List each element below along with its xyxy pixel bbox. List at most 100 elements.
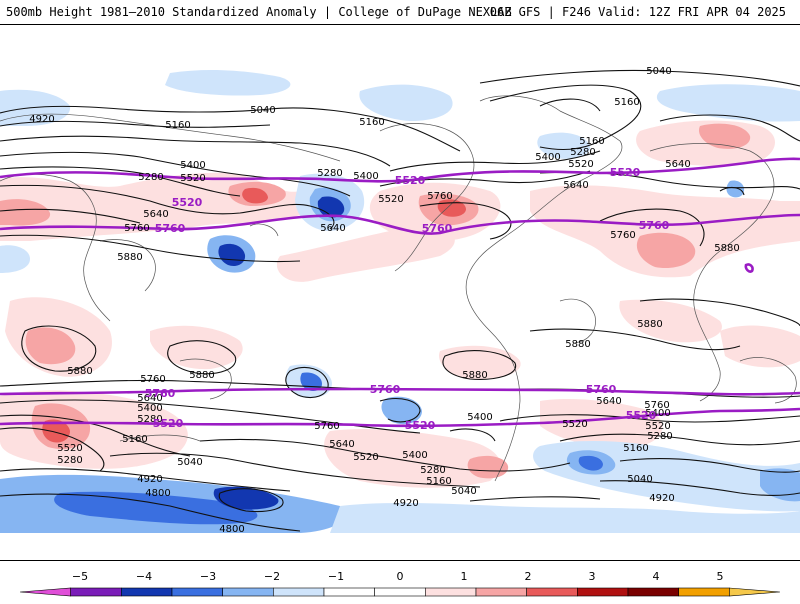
contour-label: 5760 (145, 387, 176, 400)
contour-label: 5400 (467, 412, 492, 423)
contour-label: 5400 (402, 450, 427, 461)
colorbar-segment (475, 587, 527, 597)
contour-label: 5400 (645, 408, 670, 419)
contour-label: 5040 (177, 457, 202, 468)
contour-label: 5400 (353, 171, 378, 182)
contour-label: 5640 (596, 396, 621, 407)
contour-label: 5880 (714, 243, 739, 254)
contour-label: 5280 (647, 431, 672, 442)
contour-label: 5400 (535, 152, 560, 163)
colorbar-segment (171, 587, 223, 597)
contour-label: 5640 (329, 439, 354, 450)
contour-label: 4920 (649, 493, 674, 504)
colorbar-tick-label: 0 (397, 570, 404, 583)
contour-label: 5040 (646, 66, 671, 77)
colorbar-tick-label: 4 (653, 570, 660, 583)
contour-label: 5520 (180, 173, 205, 184)
contour-label: 5640 (665, 159, 690, 170)
colorbar-tick-label: 5 (717, 570, 724, 583)
contour-label: 5280 (137, 414, 162, 425)
contour-label: 5520 (353, 452, 378, 463)
contour-label: 5280 (317, 168, 342, 179)
height-contours (0, 69, 800, 532)
contour-label: 5640 (320, 223, 345, 234)
contour-label: 5880 (189, 370, 214, 381)
contour-label: 5520 (562, 419, 587, 430)
colorbar-segment (678, 587, 730, 597)
contour-label: 5760 (427, 191, 452, 202)
colorbar-tick-label: 1 (461, 570, 468, 583)
contour-label: 5160 (122, 434, 147, 445)
colorbar-segment (374, 587, 426, 597)
contour-label: 5880 (637, 319, 662, 330)
colorbar-segment (425, 587, 477, 597)
model-run-label: 06Z GFS | F246 Valid: 12Z FRI APR 04 202… (489, 5, 786, 19)
colorbar-segment (577, 587, 629, 597)
contour-label: 5280 (420, 465, 445, 476)
contour-label: 5160 (165, 120, 190, 131)
colorbar-tick-label: −5 (72, 570, 88, 583)
contour-label: 5880 (462, 370, 487, 381)
contour-label: 4920 (393, 498, 418, 509)
colorbar-tick-label: 2 (525, 570, 532, 583)
contour-label: 5160 (359, 117, 384, 128)
colorbar-segment (627, 587, 679, 597)
contour-label: 5040 (250, 105, 275, 116)
contour-label: 5760 (155, 222, 186, 235)
contour-label: 5520 (405, 419, 436, 432)
highlighted-contours-5520-5760 (0, 157, 800, 428)
colorbar-tick-label: −4 (136, 570, 152, 583)
contour-label: 5760 (610, 230, 635, 241)
contour-label: 5760 (314, 421, 339, 432)
contour-label: 4800 (219, 524, 244, 535)
contour-label: 4920 (137, 474, 162, 485)
contour-label: 5400 (180, 160, 205, 171)
anomaly-map: 4920 5040 5160 5160 5280 5400 5520 5280 5400 5520… (0, 24, 800, 561)
contour-label: 4920 (29, 114, 54, 125)
colorbar-tick-label: −1 (328, 570, 344, 583)
colorbar-tick-label: −3 (200, 570, 216, 583)
contour-label: 4800 (145, 488, 170, 499)
contour-label: 5520 (172, 196, 203, 209)
contour-label: 5040 (451, 486, 476, 497)
contour-label: 5520 (610, 166, 641, 179)
contour-label: 5520 (153, 417, 184, 430)
contour-label: 5520 (57, 443, 82, 454)
contour-label: 5760 (639, 219, 670, 232)
anomaly-colorbar: −5 −4 −3 −2 −1 0 1 2 3 4 5 (0, 566, 800, 600)
contour-label: 5520 (395, 174, 426, 187)
contour-label: 5760 (370, 383, 401, 396)
contour-label: 5760 (140, 374, 165, 385)
contour-label: 5640 (143, 209, 168, 220)
contour-label: 5040 (627, 474, 652, 485)
contour-label: 5880 (565, 339, 590, 350)
contour-label: 5640 (563, 180, 588, 191)
contour-label: 5280 (138, 172, 163, 183)
contour-label: 5160 (426, 476, 451, 487)
contour-label: 5160 (623, 443, 648, 454)
contour-label: 5280 (57, 455, 82, 466)
contour-label: 5400 (137, 403, 162, 414)
colorbar-segment (121, 587, 173, 597)
colorbar-tick-label: −2 (264, 570, 280, 583)
contour-label: 5280 (570, 147, 595, 158)
contour-label: 5880 (67, 366, 92, 377)
contour-label: 5160 (614, 97, 639, 108)
coastline-outlines (0, 95, 797, 482)
contour-label: 5760 (644, 400, 669, 411)
colorbar-segment (729, 587, 781, 597)
contour-label: 5760 (586, 383, 617, 396)
contour-label: 5520 (626, 409, 657, 422)
colorbar-segment (323, 587, 375, 597)
colorbar-segment (273, 587, 325, 597)
contour-label: 5520 (378, 194, 403, 205)
contour-label: 5520 (568, 159, 593, 170)
colorbar-segment (70, 587, 122, 597)
colorbar-segment (222, 587, 274, 597)
colorbar-tick-label: 3 (589, 570, 596, 583)
contour-label: 5760 (124, 223, 149, 234)
contour-label: 5760 (422, 222, 453, 235)
map-title: 500mb Height 1981–2010 Standardized Anom… (6, 5, 512, 19)
colorbar-segment (526, 587, 578, 597)
